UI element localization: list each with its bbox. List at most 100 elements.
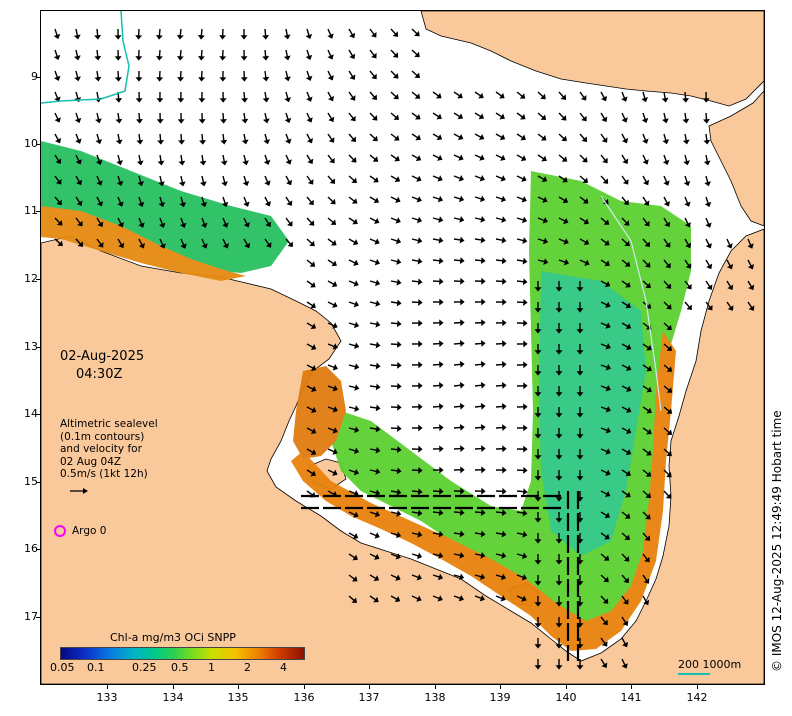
velocity-arrow <box>117 196 122 204</box>
velocity-arrow <box>663 133 667 141</box>
velocity-arrow-head <box>576 392 584 397</box>
velocity-arrow-head <box>576 371 584 376</box>
velocity-arrow-head <box>459 195 465 203</box>
velocity-arrow-head <box>459 551 465 559</box>
velocity-arrow-head <box>416 595 422 602</box>
velocity-arrow-head <box>624 261 631 267</box>
velocity-arrow <box>663 238 669 246</box>
velocity-arrow-head <box>439 319 444 327</box>
velocity-arrow-head <box>521 595 527 602</box>
velocity-arrow <box>222 238 227 246</box>
velocity-arrow-head <box>283 55 291 61</box>
velocity-arrow <box>369 532 377 537</box>
velocity-arrow-head <box>502 340 507 348</box>
velocity-arrow <box>600 658 606 666</box>
velocity-arrow-head <box>241 139 249 145</box>
velocity-arrow <box>390 154 398 160</box>
velocity-arrow-head <box>704 181 711 187</box>
velocity-arrow <box>621 595 627 603</box>
velocity-arrow-head <box>534 602 542 607</box>
depth-scale-label: 200 1000m <box>678 658 742 671</box>
velocity-arrow-head <box>395 196 401 203</box>
velocity-arrow <box>453 154 461 159</box>
velocity-arrow-head <box>534 455 542 460</box>
velocity-arrow <box>243 154 247 162</box>
velocity-arrow-head <box>519 93 526 99</box>
velocity-arrow-head <box>308 220 315 226</box>
velocity-arrow-head <box>73 55 81 61</box>
velocity-arrow-head <box>310 364 317 371</box>
velocity-arrow <box>180 196 184 204</box>
velocity-arrow <box>117 175 121 183</box>
velocity-arrow <box>96 133 100 141</box>
colorbar-title: Chl-a mg/m3 OCi SNPP <box>110 631 236 644</box>
velocity-arrow <box>516 511 525 514</box>
velocity-arrow-head <box>375 404 381 412</box>
velocity-arrow-head <box>479 175 485 182</box>
velocity-arrow <box>474 426 483 429</box>
velocity-arrow <box>159 217 164 225</box>
velocity-arrow-head <box>684 222 691 228</box>
velocity-arrow-head <box>625 302 631 309</box>
velocity-arrow <box>600 616 606 623</box>
velocity-arrow-head <box>624 534 630 541</box>
velocity-arrow-head <box>176 34 184 40</box>
velocity-arrow <box>537 154 545 160</box>
velocity-arrow <box>495 91 503 97</box>
velocity-arrow-head <box>502 319 507 327</box>
velocity-arrow-head <box>307 158 314 165</box>
velocity-arrow-head <box>309 261 316 267</box>
velocity-arrow-head <box>417 509 423 517</box>
velocity-arrow <box>432 595 440 600</box>
velocity-arrow <box>75 238 82 245</box>
velocity-arrow <box>306 469 314 475</box>
velocity-arrow-head <box>555 350 563 355</box>
velocity-arrow <box>663 364 670 371</box>
velocity-arrow-head <box>97 221 104 228</box>
velocity-arrow-head <box>748 284 755 291</box>
velocity-arrow <box>327 364 335 369</box>
velocity-arrow <box>369 49 375 56</box>
velocity-arrow-head <box>180 243 187 249</box>
velocity-arrow-head <box>480 402 486 410</box>
velocity-arrow-head <box>53 33 61 40</box>
velocity-arrow-head <box>623 577 629 584</box>
velocity-arrow-head <box>458 594 464 602</box>
velocity-arrow-head <box>500 175 506 182</box>
velocity-arrow-head <box>727 284 734 291</box>
velocity-arrow <box>327 259 335 265</box>
velocity-arrow-head <box>646 365 652 372</box>
velocity-arrow-head <box>418 298 423 306</box>
altimetry-line: (0.1m contours) <box>60 430 145 443</box>
velocity-arrow <box>621 133 626 141</box>
velocity-arrow-head <box>682 97 690 103</box>
velocity-arrow-head <box>666 408 673 414</box>
velocity-arrow <box>474 532 483 535</box>
velocity-arrow-head <box>418 361 423 369</box>
velocity-arrow-head <box>457 92 463 99</box>
velocity-arrow-head <box>666 345 673 351</box>
velocity-arrow-head <box>646 449 652 456</box>
velocity-arrow-head <box>241 97 248 103</box>
velocity-arrow-head <box>178 181 186 187</box>
velocity-arrow-head <box>310 406 317 413</box>
velocity-arrow-head <box>76 179 83 186</box>
velocity-arrow-head <box>726 263 734 270</box>
velocity-arrow <box>96 175 101 183</box>
velocity-arrow <box>642 469 649 475</box>
velocity-arrow <box>306 448 314 454</box>
velocity-arrow-head <box>621 117 628 123</box>
velocity-arrow <box>348 406 356 410</box>
velocity-arrow <box>348 49 354 57</box>
velocity-arrow-head <box>459 423 465 431</box>
velocity-arrow-head <box>621 663 628 669</box>
y-tickmark <box>36 414 40 415</box>
map-date: 02-Aug-2025 <box>60 349 145 364</box>
velocity-arrow-head <box>349 74 356 80</box>
colorbar-tick: 0.25 <box>132 661 157 674</box>
velocity-arrow-head <box>665 262 671 269</box>
velocity-arrow-head <box>114 35 122 40</box>
velocity-arrow-head <box>438 509 444 517</box>
velocity-arrow-head <box>534 518 542 523</box>
velocity-arrow-head <box>603 555 610 561</box>
